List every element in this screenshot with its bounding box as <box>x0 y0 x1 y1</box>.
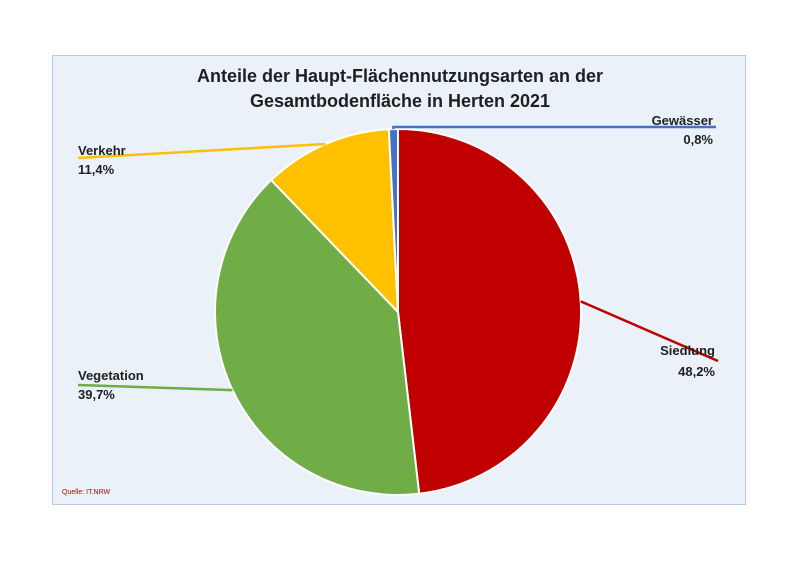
leader-line-2 <box>77 142 326 160</box>
leader-line-0 <box>580 300 719 363</box>
chart-title-line-2: Gesamtbodenfläche in Herten 2021 <box>250 91 550 111</box>
pie-slice-0 <box>397 127 583 495</box>
slice-value-siedlung: 48,2% <box>678 364 715 379</box>
chart-title-line-1: Anteile der Haupt-Flächennutzungsarten a… <box>197 66 603 86</box>
slice-label-gewaesser: Gewässer <box>652 113 713 128</box>
slice-label-siedlung: Siedlung <box>660 343 715 358</box>
leader-line-1 <box>77 383 233 392</box>
slice-value-gewaesser: 0,8% <box>683 132 713 147</box>
slice-label-verkehr: Verkehr <box>78 143 126 158</box>
leader-line-3 <box>392 125 716 130</box>
leader-lines <box>77 125 719 392</box>
slice-value-verkehr: 11,4% <box>78 162 115 177</box>
slice-label-vegetation: Vegetation <box>78 368 144 383</box>
source-note: Quelle: IT.NRW <box>62 489 110 496</box>
slice-value-vegetation: 39,7% <box>78 387 115 402</box>
pie-slices <box>214 127 583 496</box>
pie-slice-1 <box>214 178 421 496</box>
